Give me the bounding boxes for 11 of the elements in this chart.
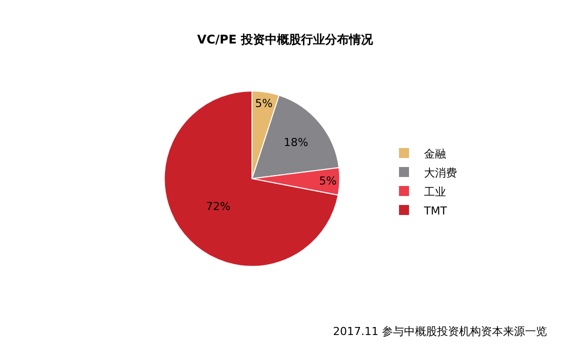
legend-label: 金融 bbox=[424, 147, 446, 160]
data-label: 5% bbox=[255, 97, 273, 110]
legend-label: TMT bbox=[423, 204, 448, 218]
text: 2017.11 参与中概股投资机构资本来源一览 bbox=[333, 325, 547, 338]
data-label: 18% bbox=[284, 136, 308, 149]
legend-label: 大消费 bbox=[424, 166, 457, 180]
pie-slice bbox=[164, 90, 339, 267]
chart-title: VC/PE 投资中概股行业分布情况 bbox=[197, 32, 374, 47]
data-label: 72% bbox=[206, 200, 230, 214]
data-label: 5% bbox=[319, 174, 337, 188]
legend-label: 工业 bbox=[424, 185, 446, 198]
